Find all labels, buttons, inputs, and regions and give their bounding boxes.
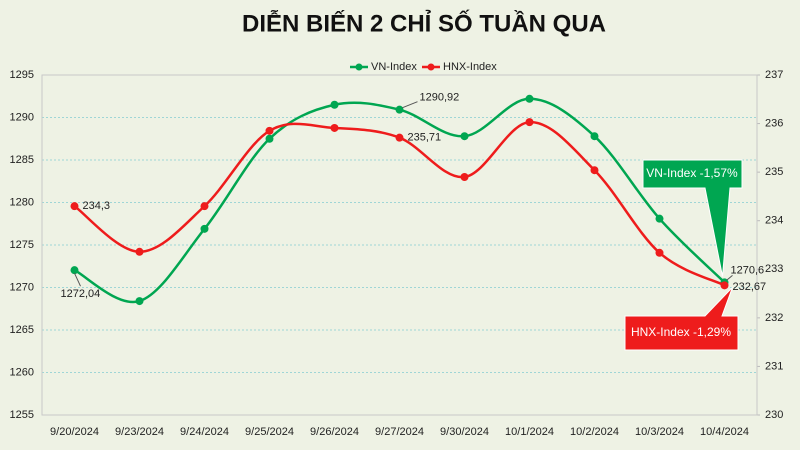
y2-tick-label: 235 (765, 166, 783, 178)
y2-tick-label: 234 (765, 215, 783, 227)
x-tick-label: 10/3/2024 (635, 426, 684, 438)
y2-tick-label: 237 (765, 69, 783, 81)
data-point (200, 224, 209, 233)
data-point (525, 118, 534, 127)
data-point (330, 123, 339, 132)
data-point (590, 166, 599, 175)
data-label: 1270,6 (731, 264, 765, 276)
callout-box (624, 286, 739, 351)
y-tick-label: 1275 (10, 239, 34, 251)
data-point (135, 247, 144, 256)
plot-frame (41, 74, 758, 416)
y-tick-label: 1290 (10, 111, 34, 123)
x-tick-label: 9/25/2024 (245, 426, 294, 438)
data-point (460, 132, 469, 141)
x-tick-label: 9/23/2024 (115, 426, 164, 438)
legend-label: HNX-Index (443, 61, 497, 73)
leader (74, 272, 81, 287)
y-tick-label: 1265 (10, 324, 34, 336)
data-point (460, 173, 469, 181)
data-point (265, 134, 274, 143)
data-point (655, 248, 664, 257)
data-label: 234,3 (83, 200, 111, 212)
data-point (525, 94, 534, 103)
y-tick-label: 1270 (10, 281, 34, 293)
y2-tick-label: 231 (765, 360, 783, 372)
x-tick-label: 9/24/2024 (180, 426, 229, 438)
legend-marker (355, 63, 363, 71)
leader (726, 275, 733, 281)
callout-text: HNX-Index -1,29% (631, 325, 731, 339)
y-tick-label: 1260 (10, 366, 34, 378)
data-point (330, 100, 339, 109)
x-tick-label: 10/4/2024 (700, 426, 749, 438)
y-tick-label: 1295 (10, 69, 34, 81)
data-label: 1272,04 (61, 288, 101, 300)
data-point (590, 132, 599, 141)
data-point (70, 202, 79, 211)
legend-marker (427, 63, 435, 71)
callout-box (642, 159, 743, 277)
data-point (655, 214, 664, 223)
data-point (395, 133, 404, 142)
leader (402, 101, 418, 109)
y-tick-label: 1285 (10, 154, 34, 166)
y-tick-label: 1255 (10, 409, 34, 421)
data-label: 1290,92 (420, 92, 460, 104)
x-tick-label: 9/26/2024 (310, 426, 359, 438)
data-label: 235,71 (408, 132, 442, 144)
y2-tick-label: 230 (765, 409, 783, 421)
y2-tick-label: 236 (765, 117, 783, 129)
y-tick-label: 1280 (10, 196, 34, 208)
data-point (135, 297, 144, 306)
x-tick-label: 10/2/2024 (570, 426, 619, 438)
y2-tick-label: 232 (765, 312, 783, 324)
x-tick-label: 9/30/2024 (440, 426, 489, 438)
callout-text: VN-Index -1,57% (646, 166, 738, 180)
data-point (265, 126, 274, 135)
y2-tick-label: 233 (765, 263, 783, 275)
chart-title: DIỄN BIẾN 2 CHỈ SỐ TUẦN QUA (242, 8, 606, 37)
data-point (70, 266, 79, 275)
x-tick-label: 9/20/2024 (50, 426, 99, 438)
x-tick-label: 9/27/2024 (375, 426, 424, 438)
data-point (720, 281, 729, 290)
data-point (395, 105, 404, 114)
x-tick-label: 10/1/2024 (505, 426, 554, 438)
data-label: 232,67 (733, 281, 767, 293)
legend-label: VN-Index (371, 61, 417, 73)
data-point (200, 202, 209, 211)
